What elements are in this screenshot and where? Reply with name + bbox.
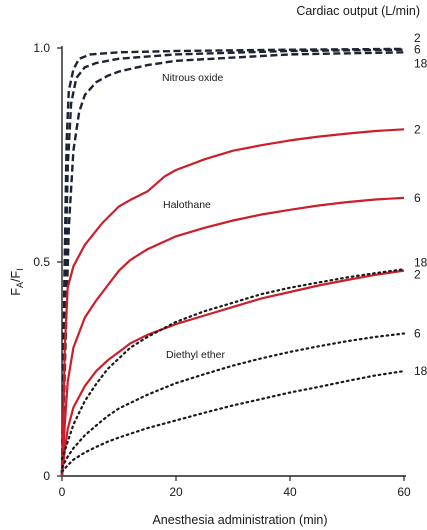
- series-line-halothane-2: [60, 269, 405, 477]
- series-line-nitrous-oxide-18: [60, 51, 405, 477]
- y-axis-label-sub-i: I: [15, 268, 25, 271]
- y-axis-label-sub-a: A: [15, 282, 25, 288]
- series-end-label: 18: [414, 255, 427, 269]
- series-end-label: 18: [414, 364, 427, 378]
- series-line-halothane-6: [60, 196, 405, 477]
- annotation-nitrous-oxide: Nitrous oxide: [162, 72, 223, 84]
- y-tick-label: 0: [43, 469, 50, 483]
- series-line-nitrous-oxide-6: [60, 48, 405, 477]
- series-end-label: 18: [414, 56, 427, 70]
- series-line-halothane-2: [60, 128, 405, 477]
- series-end-label: 6: [414, 43, 421, 57]
- y-tick-label: 1.0: [33, 41, 50, 55]
- series-end-label: 2: [414, 268, 421, 282]
- x-tick-label: 20: [169, 485, 183, 499]
- x-tick-label: 60: [397, 485, 411, 499]
- annotation-halothane: Halothane: [163, 199, 211, 211]
- series-line-diethyl-ether-18: [60, 370, 406, 473]
- series-end-label: 2: [414, 122, 421, 136]
- x-axis-label: Anesthesia administration (min): [152, 513, 327, 527]
- y-tick-label: 0.5: [33, 255, 50, 269]
- series-end-label: 6: [414, 326, 421, 340]
- x-tick-label: 0: [59, 485, 66, 499]
- series-line-diethyl-ether-6: [60, 332, 406, 469]
- y-axis-label-main: F: [9, 288, 23, 296]
- annotation-diethyl-ether: Diethyl ether: [166, 349, 225, 361]
- y-axis-label-slash: /F: [9, 271, 23, 282]
- axes: 0 20 40 60 0 0.5 1.0: [33, 41, 411, 499]
- series-end-label: 6: [414, 191, 421, 205]
- legend-title: Cardiac output (L/min): [296, 4, 420, 18]
- series-layer: [60, 47, 406, 477]
- labels-layer: Cardiac output (L/min) Anesthesia admini…: [9, 4, 427, 527]
- series-end-label: 2: [414, 31, 421, 45]
- series-line-diethyl-ether-18: [60, 268, 406, 460]
- series-line-nitrous-oxide-2: [60, 47, 405, 477]
- y-axis-label: FA/FI: [9, 268, 25, 295]
- x-tick-label: 40: [283, 485, 297, 499]
